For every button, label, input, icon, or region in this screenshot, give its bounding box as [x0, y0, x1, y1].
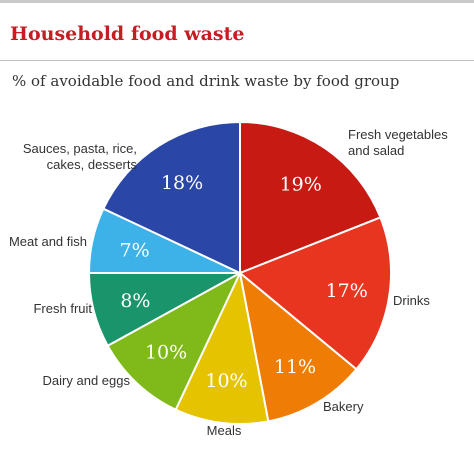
category-label: Meat and fish	[9, 234, 87, 249]
pie-slice	[239, 120, 382, 275]
chart-title: Household food waste	[10, 23, 245, 45]
title-separator	[0, 60, 474, 61]
top-rule	[0, 0, 474, 3]
category-label: Meals	[207, 423, 242, 438]
pie-slice	[174, 269, 270, 426]
slice-value-label: 19%	[280, 174, 322, 196]
slice-value-label: 18%	[161, 172, 203, 194]
category-label: Fresh fruit	[33, 301, 92, 316]
slice-value-label: 8%	[120, 290, 150, 312]
slice-value-label: 17%	[326, 280, 368, 302]
category-label: Sauces, pasta, rice, cakes, desserts	[23, 141, 138, 172]
pie-slice	[102, 120, 241, 275]
chart-subtitle: % of avoidable food and drink waste by f…	[12, 72, 400, 90]
slice-value-label: 7%	[120, 239, 150, 261]
pie-slice	[238, 270, 358, 423]
slice-value-label: 10%	[205, 370, 247, 392]
category-label: Fresh vegetables and salad	[348, 127, 448, 158]
slice-value-label: 11%	[274, 356, 316, 378]
category-label: Dairy and eggs	[43, 373, 131, 388]
pie-slice	[238, 216, 392, 371]
category-label: Bakery	[323, 399, 364, 414]
slice-value-label: 10%	[145, 342, 187, 364]
pie-slice	[106, 270, 243, 411]
category-label: Drinks	[393, 293, 430, 308]
